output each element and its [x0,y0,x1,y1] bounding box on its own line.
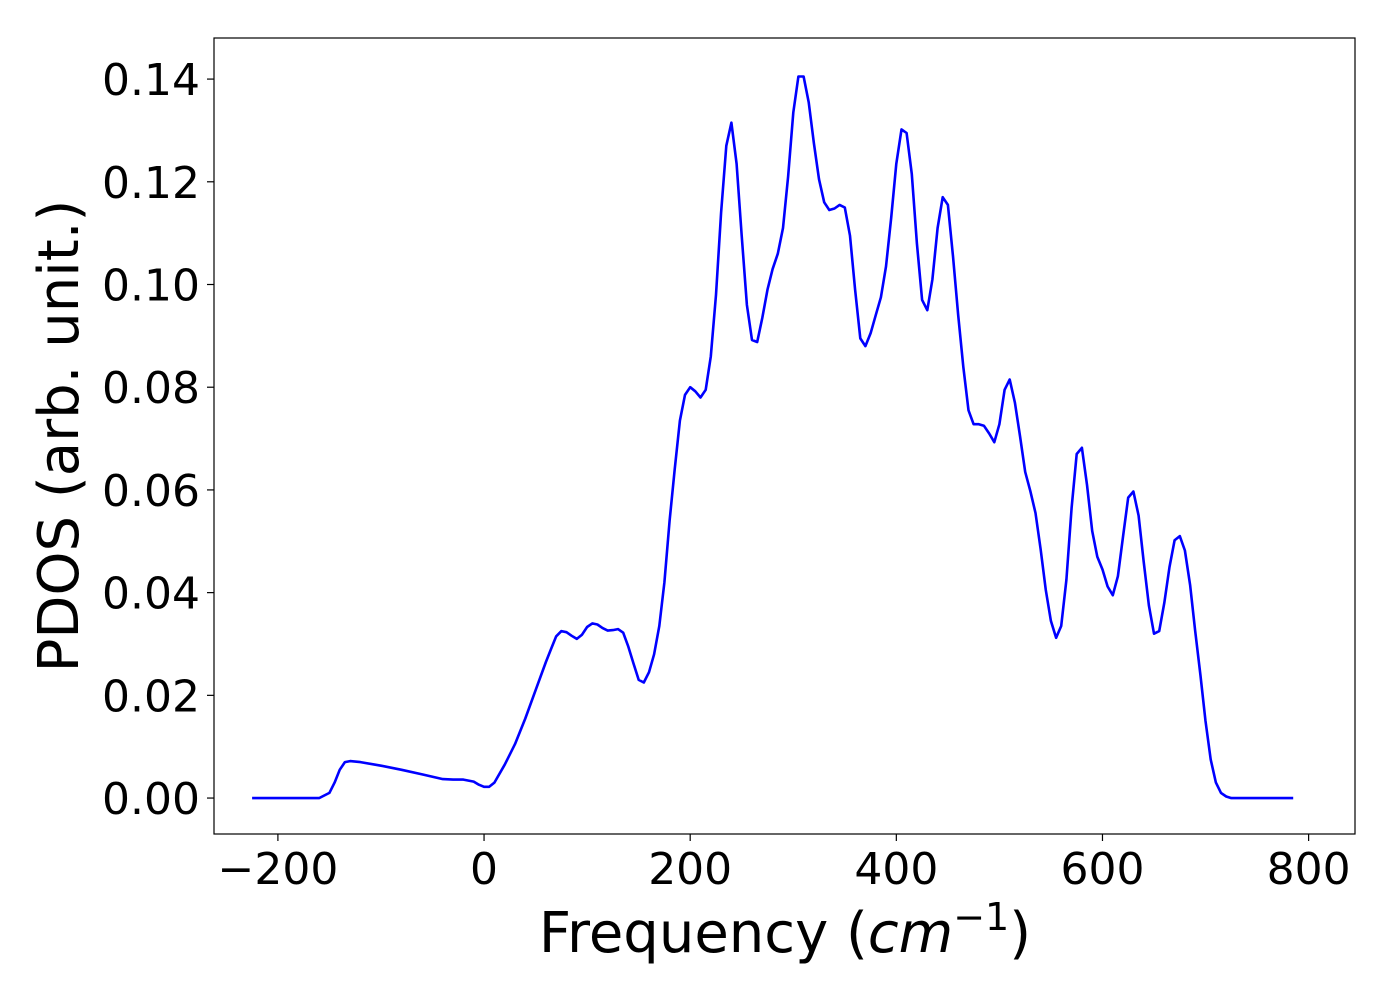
plot-area-frame [213,37,1356,835]
x-tick-label: 400 [854,844,938,895]
y-tick-label: 0.08 [102,363,200,414]
x-tick-label: 600 [1060,844,1144,895]
y-tick-label: 0.02 [102,671,200,722]
y-tick-label: 0.06 [102,466,200,517]
x-tick-label: 200 [648,844,732,895]
y-tick-label: 0.04 [102,569,200,620]
y-tick-label: 0.00 [102,774,200,825]
x-tick-label: 800 [1267,844,1351,895]
x-axis-label: Frequency (cm−1) [539,895,1031,966]
x-axis-ticks: −200 0 200 400 600 800 [217,834,1351,895]
pdos-series-line [252,75,1294,800]
y-tick-label: 0.14 [102,55,200,106]
y-tick-label: 0.12 [102,158,200,209]
y-axis-ticks: 0.00 0.02 0.04 0.06 0.08 0.10 0.12 0.14 [102,55,214,825]
y-tick-label: 0.10 [102,261,200,312]
x-tick-label: 0 [470,844,498,895]
y-axis-label: PDOS (arb. unit.) [27,200,92,673]
x-tick-label: −200 [217,844,338,895]
